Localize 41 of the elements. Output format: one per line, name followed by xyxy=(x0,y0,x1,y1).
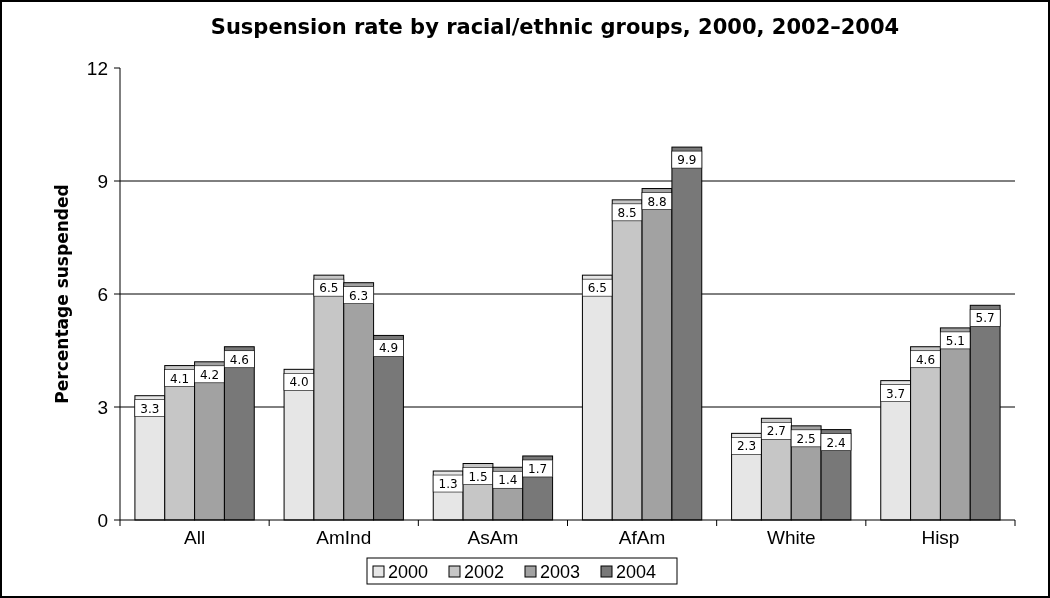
data-label: 2.7 xyxy=(766,424,786,439)
data-label: 9.9 xyxy=(677,153,697,168)
data-label: 2.5 xyxy=(796,431,816,446)
data-label: 1.7 xyxy=(528,461,548,476)
legend-label: 2003 xyxy=(540,562,581,582)
data-label: 1.5 xyxy=(468,469,488,484)
data-label: 3.3 xyxy=(140,401,160,416)
data-label: 4.2 xyxy=(199,367,220,382)
data-label: 6.5 xyxy=(587,281,607,296)
chart-title: Suspension rate by racial/ethnic groups, 2000, 2002–2004 xyxy=(210,15,900,39)
data-label: 4.1 xyxy=(170,371,190,386)
x-tick-label: All xyxy=(184,527,206,548)
y-tick-label: 3 xyxy=(97,397,108,418)
y-tick-label: 9 xyxy=(97,171,108,192)
data-label: 2.3 xyxy=(736,439,757,454)
legend-label: 2004 xyxy=(616,562,657,582)
x-tick-label: AsAm xyxy=(467,527,519,548)
data-label: 6.3 xyxy=(349,288,369,303)
x-tick-label: AfAm xyxy=(618,527,666,548)
x-tick-label: Hisp xyxy=(921,527,960,548)
data-label: 5.1 xyxy=(945,333,965,348)
data-label: 8.8 xyxy=(647,194,667,209)
data-label: 5.7 xyxy=(975,311,995,326)
data-label: 8.5 xyxy=(617,205,637,220)
data-label: 4.0 xyxy=(289,375,309,390)
legend-label: 2000 xyxy=(388,562,429,582)
y-axis-title: Percentage suspended xyxy=(52,184,72,404)
data-label: 4.6 xyxy=(915,352,936,367)
y-tick-label: 6 xyxy=(97,284,108,305)
y-tick-label: 12 xyxy=(86,58,108,79)
data-label: 2.4 xyxy=(826,435,846,450)
data-label: 6.5 xyxy=(319,281,339,296)
y-tick-label: 0 xyxy=(97,510,108,531)
data-label: 3.7 xyxy=(886,386,906,401)
data-label: 4.9 xyxy=(378,341,399,356)
x-tick-label: White xyxy=(766,527,816,548)
x-tick-label: AmInd xyxy=(316,527,372,548)
legend-label: 2002 xyxy=(464,562,505,582)
data-label: 4.6 xyxy=(229,352,249,367)
data-label: 1.4 xyxy=(498,473,518,488)
data-label: 1.3 xyxy=(438,477,458,492)
